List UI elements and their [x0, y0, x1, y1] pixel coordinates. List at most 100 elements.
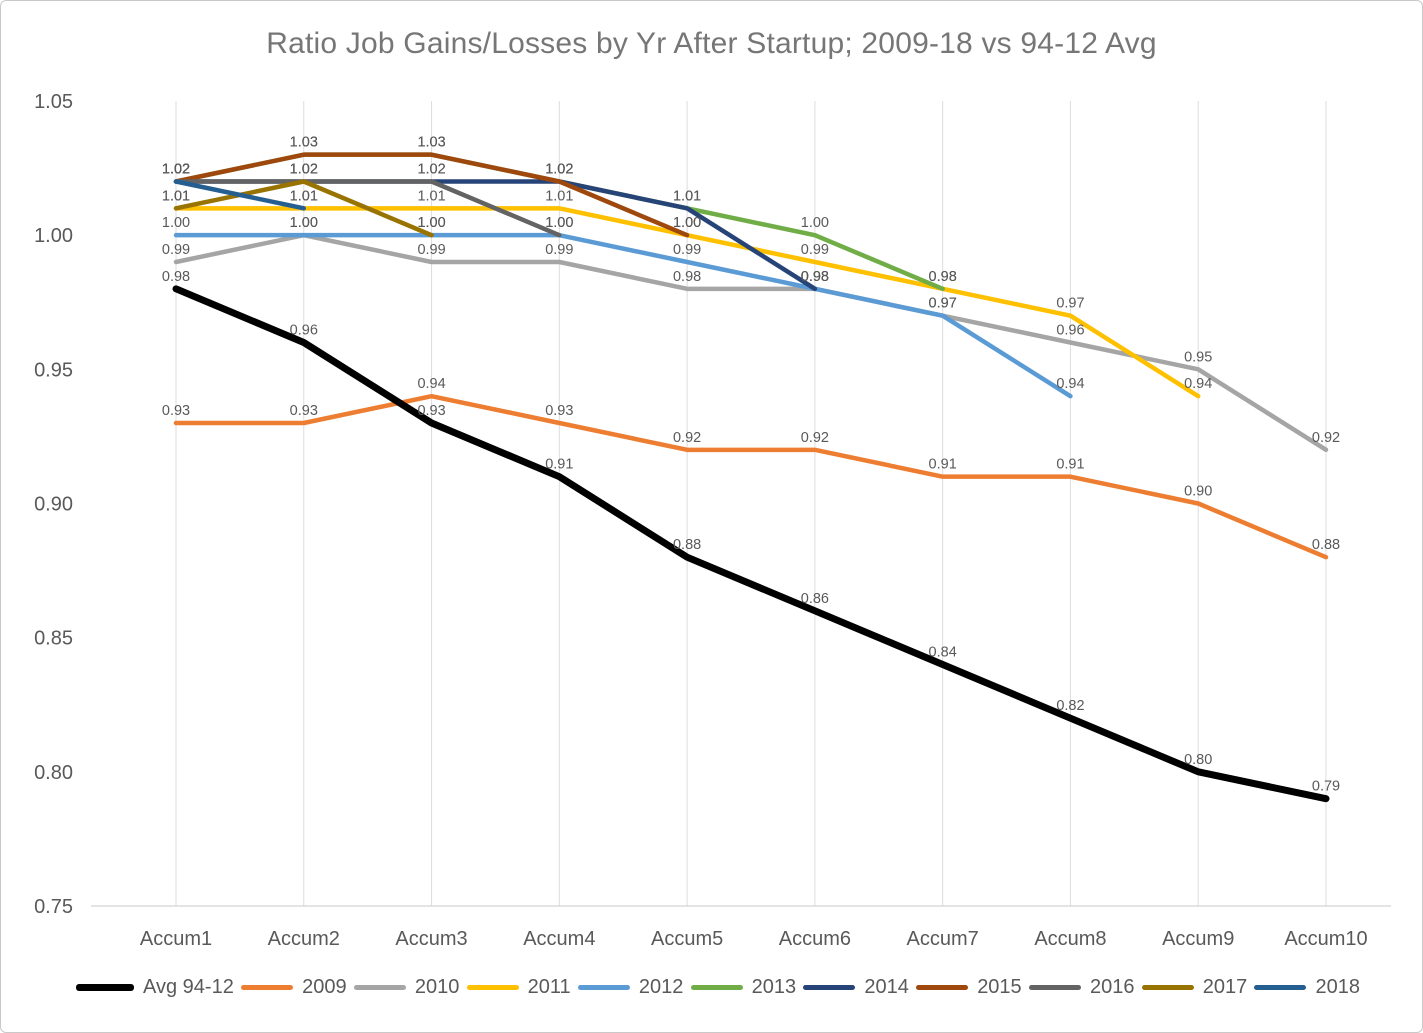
y-tick-label: 0.80 — [34, 762, 73, 784]
series-line-2018 — [173, 179, 307, 211]
legend-label: 2010 — [414, 976, 460, 998]
legend-label: 2011 — [527, 976, 571, 998]
series-line-avg-94-12 — [172, 285, 1330, 803]
legend-item-2009: 2009 — [241, 976, 347, 999]
data-label: 0.92 — [801, 430, 829, 446]
x-tick-label: Accum10 — [1284, 928, 1367, 950]
legend-item-2010: 2010 — [353, 976, 460, 999]
legend-item-2016: 2016 — [1028, 976, 1134, 999]
data-label: 0.80 — [1184, 752, 1212, 768]
data-label: 0.98 — [801, 269, 829, 285]
data-label: 1.02 — [417, 162, 445, 178]
data-label: 1.02 — [545, 162, 573, 178]
legend-swatch — [241, 985, 294, 990]
x-tick-label: Accum2 — [268, 928, 340, 950]
series-line-2015 — [173, 152, 690, 238]
y-tick-label: 1.00 — [34, 225, 73, 247]
data-label: 0.93 — [290, 403, 318, 419]
data-label: 1.00 — [545, 215, 573, 231]
data-label: 0.97 — [1056, 296, 1084, 312]
legend-label: 2014 — [864, 976, 909, 998]
series-line-2017 — [173, 179, 434, 238]
data-label: 1.00 — [673, 215, 701, 231]
data-label: 0.93 — [417, 403, 445, 419]
y-tick-label: 0.95 — [34, 359, 73, 381]
legend-swatch — [690, 985, 743, 990]
x-tick-label: Accum7 — [907, 928, 979, 950]
series-line-2012 — [173, 232, 1073, 399]
data-label: 0.99 — [545, 242, 573, 258]
data-label: 0.96 — [1056, 323, 1084, 339]
y-tick-label: 0.75 — [34, 896, 73, 918]
data-label: 1.03 — [290, 135, 318, 151]
data-label: 1.00 — [801, 215, 829, 231]
data-label: 0.88 — [673, 537, 701, 553]
legend-item-2018: 2018 — [1254, 976, 1360, 999]
data-label: 0.97 — [929, 296, 957, 312]
data-label: 1.03 — [417, 135, 445, 151]
legend-label: 2012 — [638, 976, 684, 998]
data-label: 0.91 — [929, 457, 957, 473]
data-label: 1.02 — [162, 162, 190, 178]
legend-swatch — [1254, 985, 1307, 990]
legend-item-2013: 2013 — [690, 976, 797, 999]
y-tick-label: 0.90 — [34, 494, 73, 516]
data-label: 0.98 — [929, 269, 957, 285]
data-label: 0.96 — [290, 323, 318, 339]
data-label: 1.02 — [290, 162, 318, 178]
legend-item-2011: 2011 — [466, 976, 571, 999]
legend-label: Avg 94-12 — [143, 976, 234, 998]
data-label: 0.99 — [417, 242, 445, 258]
data-label: 1.00 — [417, 215, 445, 231]
data-label: 0.94 — [1184, 376, 1212, 392]
legend-swatch — [577, 985, 630, 990]
data-label: 0.98 — [929, 269, 957, 285]
series-line-2010 — [173, 232, 1329, 453]
legend-swatch — [803, 985, 856, 990]
x-tick-label: Accum1 — [140, 928, 212, 950]
data-label: 1.02 — [162, 162, 190, 178]
data-label: 0.93 — [162, 403, 190, 419]
data-label: 1.00 — [545, 215, 573, 231]
data-label: 0.99 — [673, 242, 701, 258]
legend-item-2015: 2015 — [916, 976, 1022, 999]
data-label: 0.92 — [1312, 430, 1340, 446]
data-label: 1.03 — [417, 135, 445, 151]
legend-swatch — [353, 985, 406, 990]
y-tick-label: 0.85 — [34, 628, 73, 650]
data-label: 0.91 — [1056, 457, 1084, 473]
chart-title: Ratio Job Gains/Losses by Yr After Start… — [266, 27, 1157, 60]
x-tick-label: Accum5 — [651, 928, 723, 950]
data-label: 1.00 — [290, 215, 318, 231]
data-label: 0.98 — [673, 269, 701, 285]
data-label: 0.91 — [545, 457, 573, 473]
data-label: 1.02 — [545, 162, 573, 178]
data-label: 1.02 — [417, 162, 445, 178]
legend-swatch — [1028, 985, 1081, 990]
legend-item-2012: 2012 — [577, 976, 684, 999]
x-tick-label: Accum4 — [523, 928, 595, 950]
data-label: 1.02 — [162, 162, 190, 178]
data-label: 0.94 — [417, 376, 445, 392]
data-label: 1.02 — [290, 162, 318, 178]
x-tick-label: Accum3 — [395, 928, 467, 950]
data-label: 0.99 — [162, 242, 190, 258]
legend-label: 2009 — [302, 976, 347, 998]
y-tick-label: 1.05 — [34, 91, 73, 113]
data-label: 1.02 — [162, 162, 190, 178]
legend-item-2014: 2014 — [803, 976, 909, 999]
data-label: 0.97 — [929, 296, 957, 312]
data-label: 1.01 — [673, 188, 701, 204]
legend-swatch — [466, 985, 519, 990]
series-line-2016 — [173, 179, 562, 238]
data-label: 1.03 — [290, 135, 318, 151]
data-label: 1.01 — [290, 188, 318, 204]
data-label: 1.01 — [290, 188, 318, 204]
data-label: 0.98 — [801, 269, 829, 285]
legend-label: 2013 — [751, 976, 797, 998]
data-label: 1.02 — [162, 162, 190, 178]
data-label: 0.99 — [801, 242, 829, 258]
chart-legend: Avg 94-12 2009 2010 2011 2012 2013 2014 2015 201… — [76, 976, 1360, 999]
x-tick-label: Accum6 — [779, 928, 851, 950]
